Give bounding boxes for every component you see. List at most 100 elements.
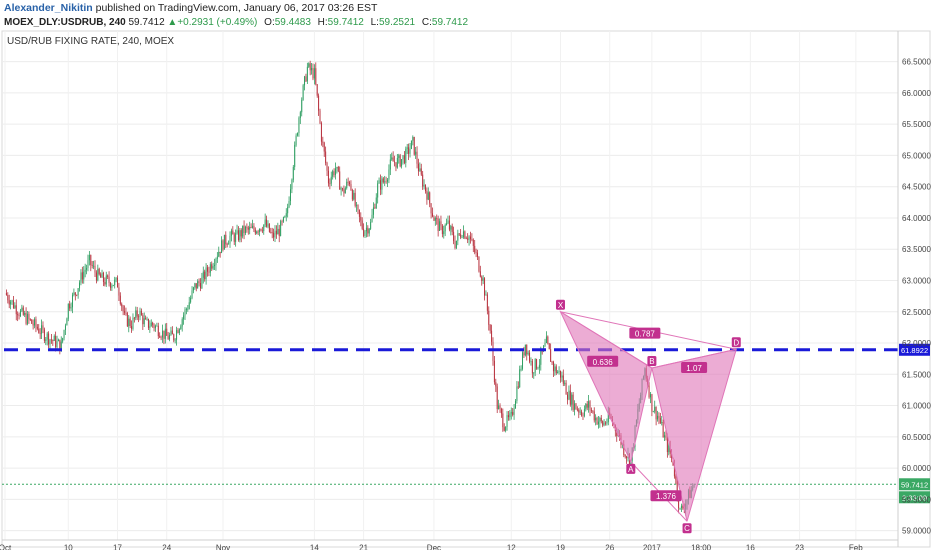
candle-body [462,231,464,238]
candle-body [291,179,293,190]
candle-body [381,178,383,190]
candle-body [176,330,178,340]
candle-body [240,230,242,237]
candle-body [668,445,670,453]
candle-body [86,267,88,270]
candle-body [430,203,432,214]
candle-body [388,169,390,180]
candle-body [578,409,580,413]
candle-body [25,313,27,324]
candle-body [398,155,400,158]
pattern-point-label: B [649,357,654,366]
candle-body [19,310,21,317]
candle-body [287,207,289,214]
candle-body [679,508,681,509]
candle-body [181,319,183,327]
candle-body [597,421,599,425]
candle-body [571,394,573,405]
author-link[interactable]: Alexander_Nikitin [4,2,93,14]
candle-body [588,401,590,408]
candle-body [271,232,273,234]
candle-body [259,228,261,232]
candle-body [81,272,83,280]
candle-body [496,386,498,410]
candle-body [326,162,328,171]
candle-body [349,182,351,185]
y-tick-label: 59.5000 [902,495,931,504]
candle-body [183,315,185,320]
candle-body [128,318,130,327]
candle-body [590,409,592,411]
candle-body [305,76,307,82]
candle-body [93,265,95,267]
candle-body [469,236,471,240]
candle-body [368,228,370,234]
candle-body [583,409,585,416]
last-price-tag-label: 59.7412 [901,480,928,489]
candle-body [630,460,632,466]
candle-body [244,226,246,234]
candle-body [448,220,450,230]
candle-body [478,256,480,272]
candle-body [450,226,452,230]
candle-body [136,310,138,317]
candle-body [365,227,367,232]
candle-body [268,223,270,232]
harmonic-pattern[interactable]: X A B C D 0.636 0.787 1.07 1.376 [555,299,741,534]
candle-body [585,403,587,410]
candle-body [204,271,206,280]
candle-body [426,191,428,200]
pattern-ratio-label: 1.376 [656,492,677,501]
x-tick-label: 14 [310,544,319,550]
candle-body [387,179,389,182]
candle-body [285,213,287,217]
candle-body [261,230,263,232]
candle-body [479,271,481,277]
candle-body [434,218,436,221]
candle-body [624,454,626,457]
candle-body [513,408,515,415]
candle-body [498,405,500,410]
candle-body [277,228,279,235]
chart-frame [1,30,931,548]
candle-body [537,367,539,369]
x-tick-label: 2017 [643,544,661,550]
candle-body [378,180,380,184]
candle-body [522,352,524,369]
candle-body [576,409,578,411]
candle-body [514,400,516,409]
candle-body [402,155,404,160]
candle-body [243,225,245,234]
y-tick-label: 66.5000 [902,58,931,67]
candle-body [142,315,144,325]
candle-body [187,308,189,310]
candle-body [191,290,193,299]
candle-body [250,227,252,228]
close-value: 59.7412 [431,17,469,28]
candle-body [198,281,200,284]
candle-body [107,275,109,277]
candle-body [673,465,675,477]
candle-body [564,382,566,384]
candle-body [616,431,618,436]
y-tick-label: 62.5000 [902,308,931,317]
candle-body [295,135,297,145]
candle-body [288,201,290,208]
candle-body [117,277,119,288]
y-tick-label: 65.0000 [902,151,931,160]
x-tick-label: Nov [216,544,230,550]
candle-body [568,390,570,400]
pattern-point-a [626,463,636,474]
candle-body [662,422,664,438]
candle-body [403,155,405,163]
candle-body [28,313,30,320]
resistance-tag [899,343,930,356]
candle-body [592,410,594,412]
candle-body [562,375,564,384]
pattern-line-xb [560,311,653,369]
horizontal-levels[interactable]: 61.8922 59.7412 2:33:09 [2,343,930,504]
candle-body [648,385,650,398]
symbol-label[interactable]: MOEX_DLY:USDRUB, 240 [4,17,126,28]
candle-body [235,233,237,242]
